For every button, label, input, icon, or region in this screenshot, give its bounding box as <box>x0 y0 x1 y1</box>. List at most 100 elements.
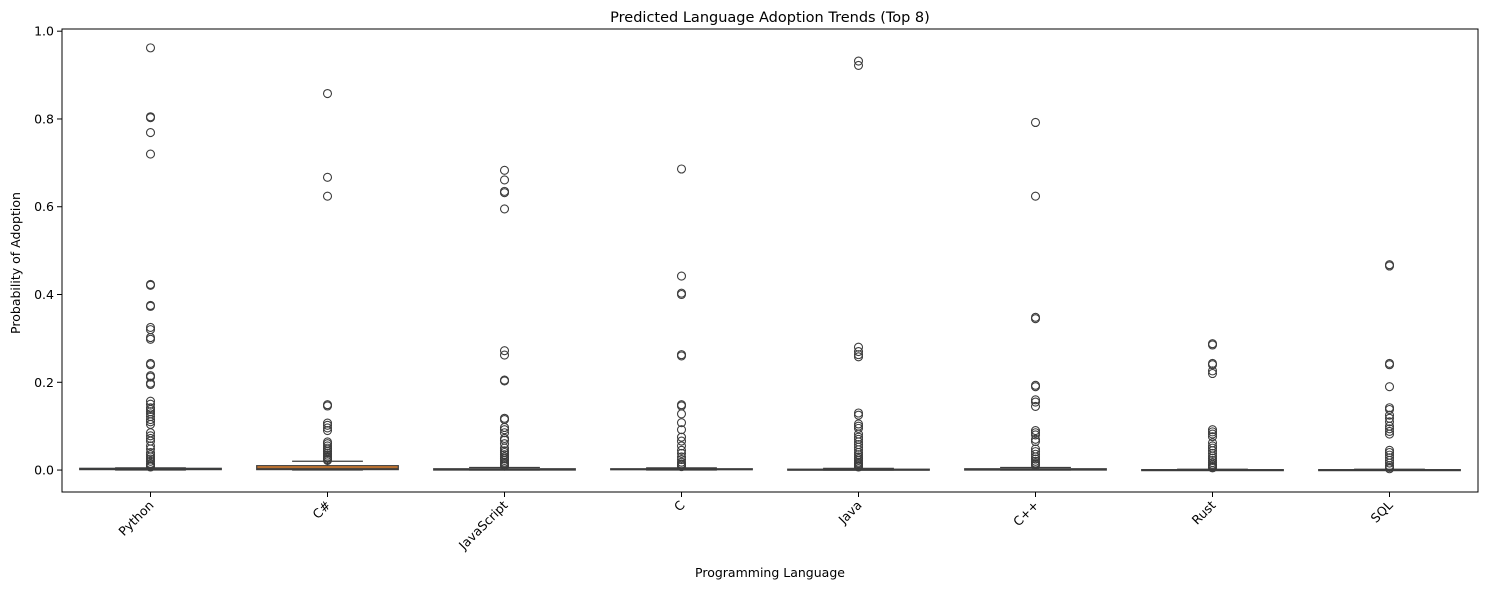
outlier-point <box>676 289 687 300</box>
outlier-point <box>1030 434 1041 444</box>
outlier-point <box>676 448 687 458</box>
box-group-sql <box>1318 260 1461 474</box>
y-tick-label: 0.8 <box>34 111 54 126</box>
outlier-point <box>145 441 156 451</box>
outlier-point <box>853 352 864 362</box>
outlier-point <box>145 334 156 344</box>
outlier-point <box>322 191 333 201</box>
outlier-point <box>1030 426 1041 436</box>
outlier-point <box>1207 368 1218 379</box>
outlier-point <box>1384 417 1395 427</box>
outlier-point <box>853 350 864 360</box>
outlier-point <box>499 422 510 433</box>
outlier-point <box>676 409 687 419</box>
outlier-point <box>499 461 510 471</box>
outlier-point <box>145 43 156 53</box>
y-axis-label: Probability of Adoption <box>8 192 23 334</box>
plot-area <box>79 43 1461 474</box>
outlier-point <box>853 347 864 357</box>
outlier-point <box>145 128 156 138</box>
outlier-point <box>145 417 156 427</box>
outlier-point <box>499 350 510 360</box>
outlier-point <box>1030 117 1041 128</box>
outlier-point <box>145 450 156 460</box>
outlier-point <box>676 454 687 465</box>
outlier-point <box>1030 461 1041 471</box>
x-tick-label: C++ <box>1010 498 1042 530</box>
outlier-point <box>1384 360 1395 370</box>
box-group-javascript <box>433 165 576 471</box>
outlier-point <box>145 322 156 332</box>
outlier-point <box>1384 426 1395 436</box>
x-tick-label: SQL <box>1368 497 1396 525</box>
outlier-point <box>1384 429 1395 439</box>
x-tick-label: Java <box>835 498 865 528</box>
outlier-point <box>1030 401 1041 411</box>
outlier-point <box>322 426 333 436</box>
outlier-point <box>1030 314 1041 324</box>
outlier-point <box>1207 432 1218 442</box>
x-tick-label: JavaScript <box>455 497 511 553</box>
outlier-point <box>1207 429 1218 439</box>
outlier-point <box>1207 448 1218 458</box>
outlier-point <box>145 280 156 290</box>
outlier-point <box>322 88 333 99</box>
outlier-point <box>1030 454 1041 464</box>
outlier-point <box>1384 261 1395 271</box>
outlier-point <box>853 410 864 420</box>
plot-frame <box>61 28 1479 493</box>
outlier-point <box>145 332 156 343</box>
x-tick-label: C# <box>309 498 333 522</box>
outlier-point <box>499 165 510 175</box>
outlier-point <box>676 418 687 428</box>
outlier-point <box>1384 404 1395 415</box>
outlier-point <box>1384 382 1395 392</box>
outlier-point <box>499 443 510 453</box>
outlier-point <box>145 415 156 425</box>
outlier-point <box>676 351 687 361</box>
outlier-point <box>676 461 687 472</box>
outlier-point <box>499 188 510 198</box>
outlier-point <box>322 420 333 430</box>
outlier-point <box>499 376 510 386</box>
outlier-point <box>1207 425 1218 435</box>
outlier-point <box>499 346 510 356</box>
outlier-point <box>853 462 864 472</box>
outlier-point <box>1384 458 1395 468</box>
outlier-point <box>676 271 687 281</box>
outlier-point <box>853 60 864 70</box>
outlier-point <box>676 432 687 442</box>
y-tick-label: 0.4 <box>34 287 54 302</box>
outlier-point <box>145 404 156 415</box>
outlier-point <box>1030 428 1041 438</box>
outlier-point <box>676 445 687 455</box>
outlier-point <box>145 431 156 441</box>
outlier-point <box>322 455 333 465</box>
outlier-point <box>1384 464 1395 474</box>
outlier-point <box>676 164 687 174</box>
outlier-point <box>322 423 333 433</box>
outlier-point <box>1207 463 1218 473</box>
outlier-point <box>145 360 156 370</box>
y-tick-label: 0.0 <box>34 463 54 478</box>
outlier-point <box>1030 382 1041 392</box>
x-tick-label: Python <box>115 498 156 539</box>
outlier-point <box>145 149 156 159</box>
outlier-point <box>853 56 864 66</box>
outlier-point <box>499 204 510 214</box>
outlier-point <box>145 379 156 390</box>
outlier-point <box>499 425 510 435</box>
outlier-point <box>1384 424 1395 434</box>
outlier-point <box>1384 410 1395 420</box>
outlier-point <box>322 172 333 182</box>
outlier-point <box>853 408 864 418</box>
outlier-point <box>1030 449 1041 459</box>
outlier-point <box>145 447 156 458</box>
box-body <box>256 465 399 471</box>
x-tick-label: C <box>671 497 688 514</box>
outlier-point <box>145 301 156 311</box>
outlier-point <box>145 113 156 123</box>
outlier-point <box>1030 430 1041 440</box>
